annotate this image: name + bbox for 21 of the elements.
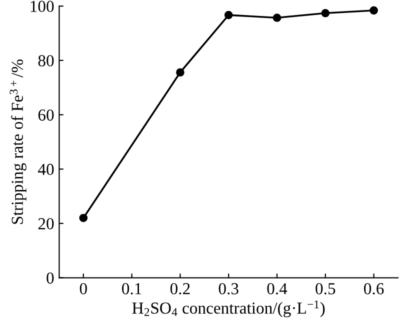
- y-tick-label: 100: [30, 0, 54, 12]
- x-tick-label: 0.1: [122, 283, 142, 294]
- point: [321, 8, 330, 18]
- x-tick-label: 0.3: [218, 283, 238, 294]
- x-tick-label: 0: [80, 283, 87, 294]
- y-tick-label: 40: [38, 164, 54, 176]
- x-tick-label: 0.6: [364, 283, 384, 294]
- point: [224, 10, 233, 20]
- x-tick-label: 0.5: [316, 283, 336, 294]
- point: [272, 14, 282, 22]
- point: [79, 214, 88, 222]
- x-tick-label: 0.4: [267, 283, 288, 294]
- point: [176, 68, 184, 77]
- y-tick-label: 20: [38, 218, 54, 230]
- y-tick-label: 0: [46, 272, 54, 284]
- x-tick-label: 0.2: [170, 283, 190, 294]
- y-tick-label: 80: [38, 55, 54, 66]
- x-axis-title: H$_{2}$SO$_{4}$ concentration/(g·L$^{−1}$): [132, 300, 325, 318]
- y-axis-title: Stripping rate of Fe$^{3+}$/%: [10, 60, 26, 224]
- point: [370, 6, 378, 15]
- y-tick-label: 60: [38, 109, 54, 121]
